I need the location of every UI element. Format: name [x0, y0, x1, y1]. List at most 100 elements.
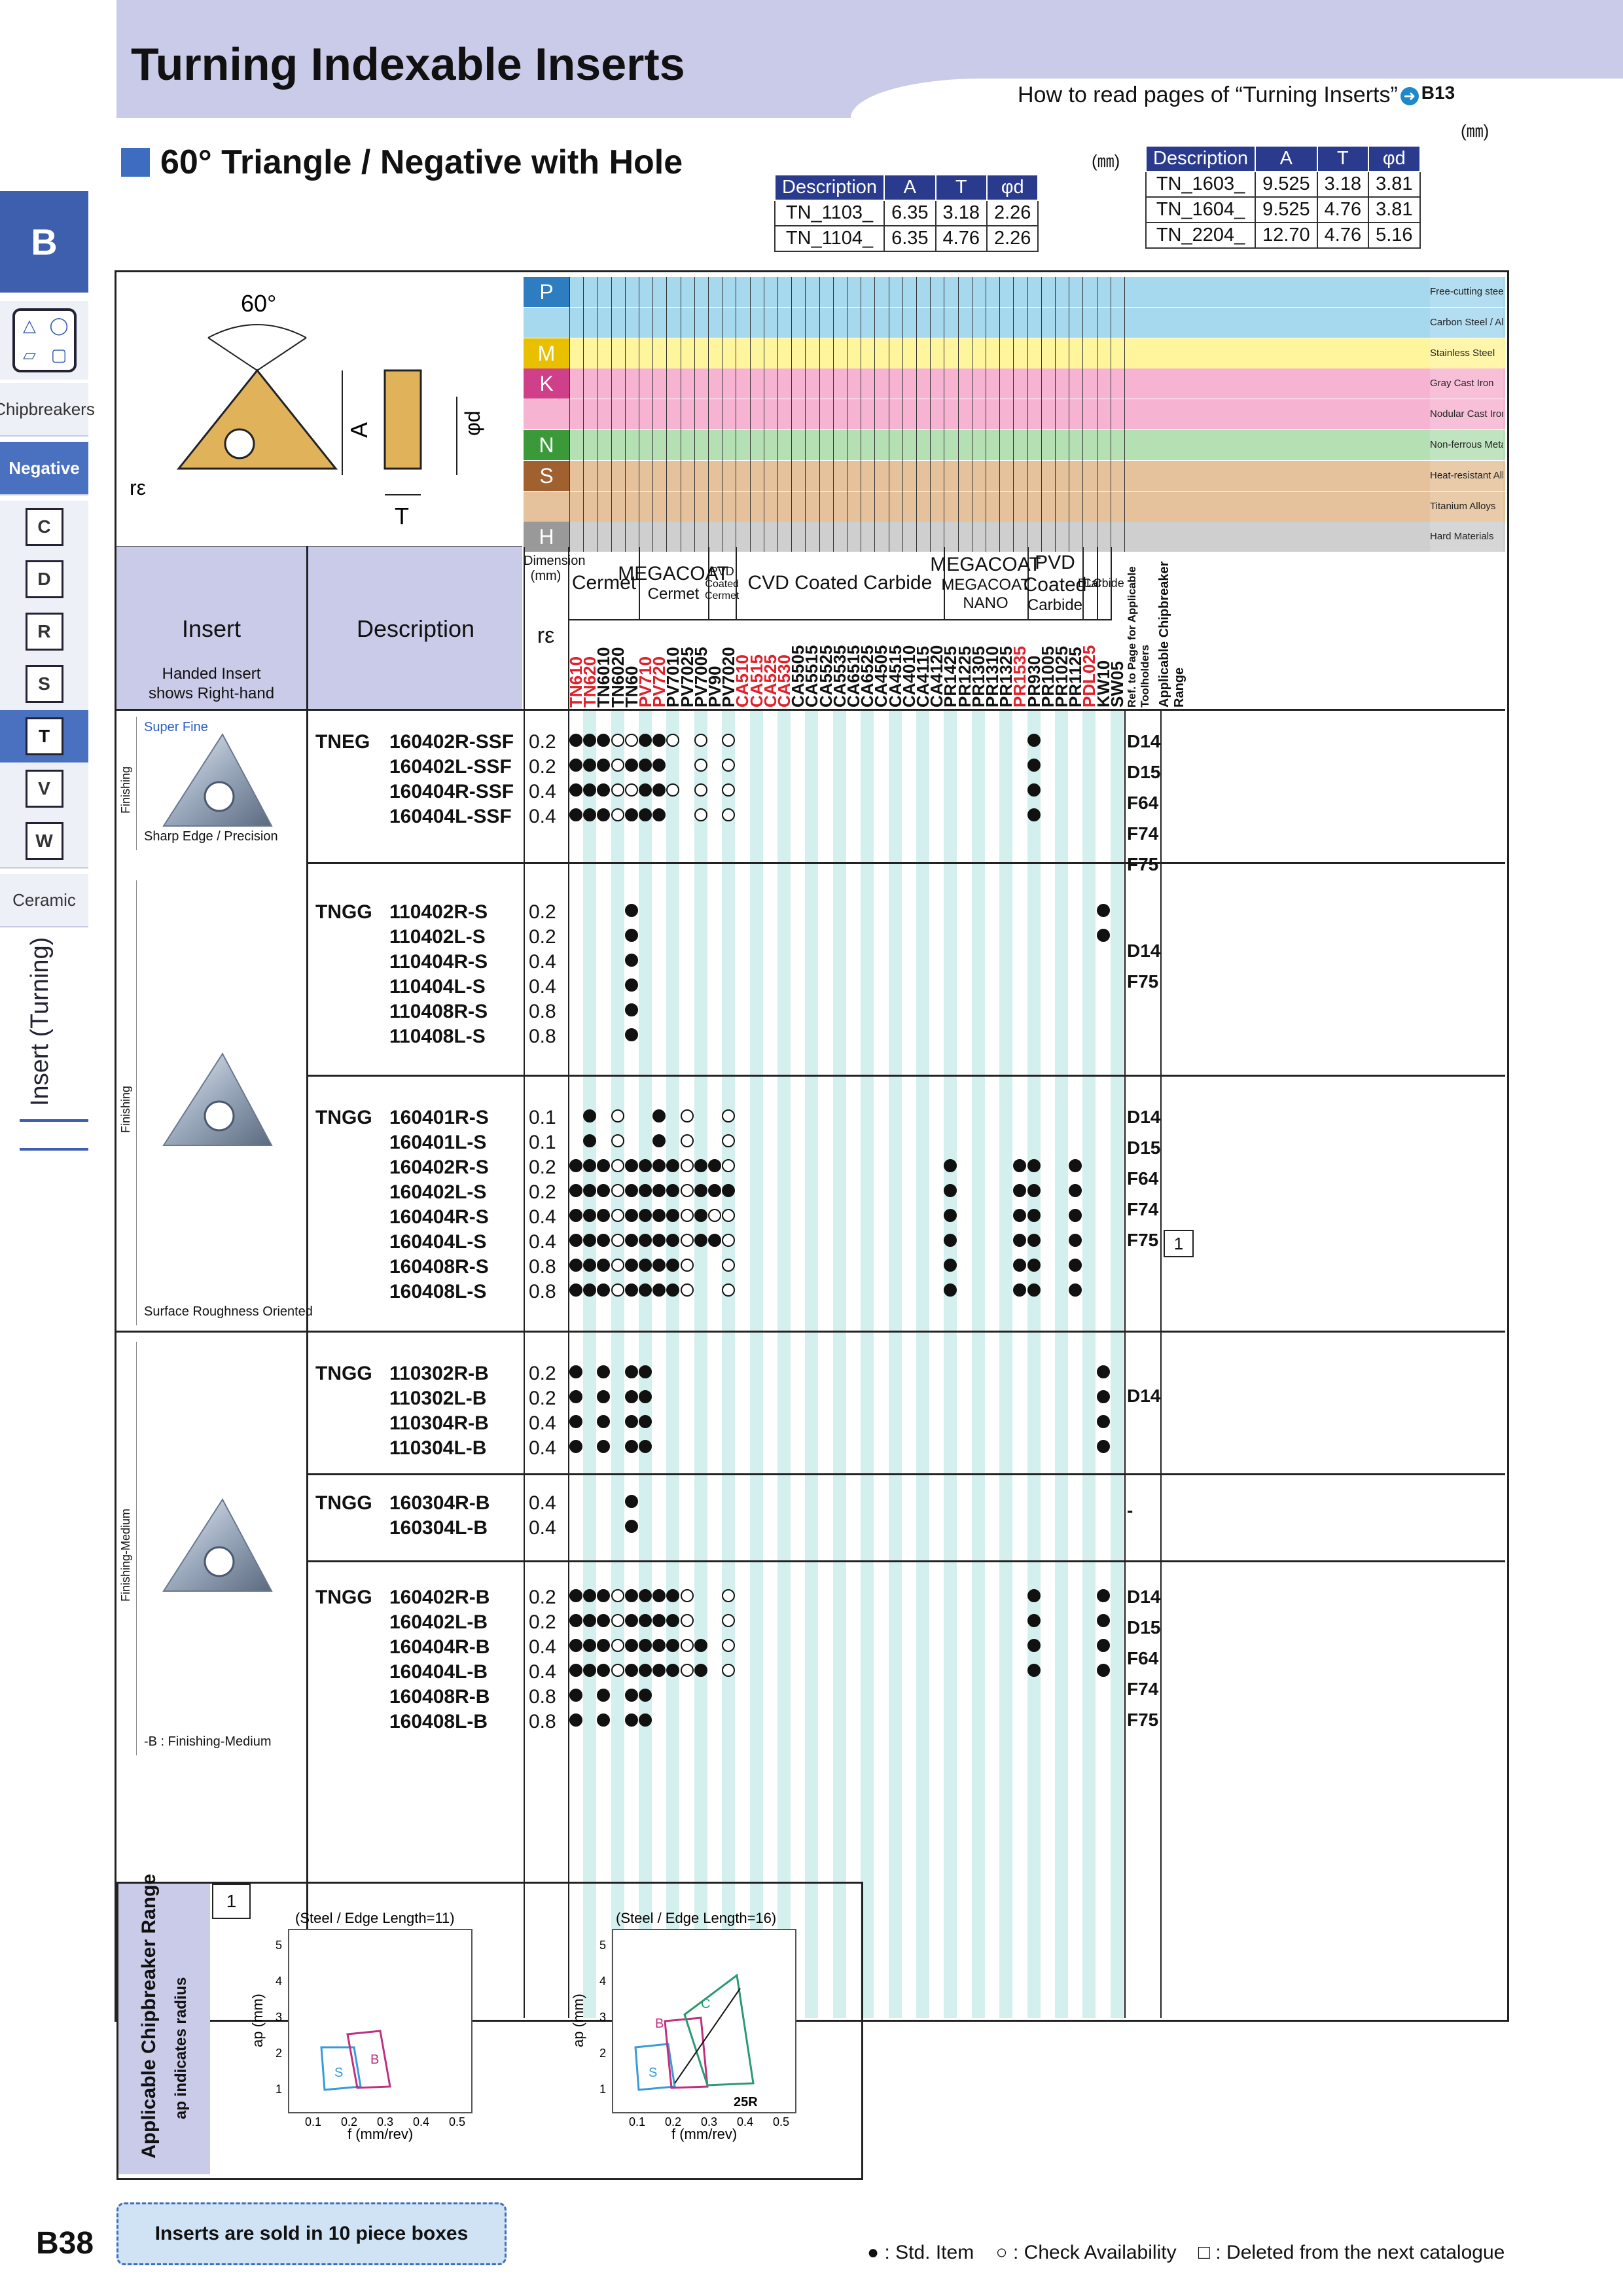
ref-column-line — [1124, 709, 1126, 2018]
sidebar-shape-r[interactable]: R — [0, 605, 88, 659]
angle-label: 60° — [241, 290, 276, 317]
toolholder-ref[interactable]: F74 — [1127, 1199, 1159, 1219]
sidebar-shape-w[interactable]: W — [0, 815, 88, 869]
std-item-dot — [639, 1639, 652, 1652]
toolholder-ref[interactable]: - — [1127, 1500, 1133, 1520]
description-code[interactable]: 160402L-S — [389, 1181, 487, 1203]
sidebar-item-chipbreakers[interactable]: Chipbreakers — [0, 383, 95, 437]
description-code[interactable]: 110404R-S — [389, 951, 488, 973]
grade-column-bg — [1096, 709, 1110, 2018]
chipbreaker-range-ref[interactable]: 1 — [1164, 1230, 1194, 1257]
description-code[interactable]: 110302R-B — [389, 1363, 489, 1384]
check-availability-dot — [611, 1259, 624, 1272]
toolholder-ref[interactable]: D15 — [1127, 1617, 1161, 1638]
description-code[interactable]: 110304L-B — [389, 1437, 487, 1459]
description-code[interactable]: 160404L-SSF — [389, 806, 512, 827]
toolholder-ref[interactable]: F75 — [1127, 971, 1159, 992]
grid-line — [1041, 277, 1042, 552]
sidebar-item-ceramic[interactable]: Ceramic — [0, 874, 88, 927]
description-code[interactable]: 160404R-B — [389, 1636, 490, 1658]
description-code[interactable]: 160408L-B — [389, 1711, 488, 1732]
std-item-dot — [624, 1589, 638, 1602]
sidebar-vertical-label: Insert (Turning) — [26, 937, 54, 1106]
description-code[interactable]: 110304R-B — [389, 1412, 489, 1434]
description-code[interactable]: 110302L-B — [389, 1388, 487, 1409]
description-code[interactable]: 160304L-B — [389, 1517, 488, 1539]
re-value: 0.4 — [529, 1636, 556, 1658]
description-code[interactable]: 160404L-B — [389, 1661, 488, 1683]
std-item-dot — [1096, 1639, 1110, 1652]
toolholder-ref[interactable]: F75 — [1127, 1710, 1159, 1730]
toolholder-ref[interactable]: F75 — [1127, 854, 1159, 874]
description-code[interactable]: 160401L-S — [389, 1132, 487, 1153]
std-item-dot — [666, 1664, 680, 1677]
toolholder-ref[interactable]: F74 — [1127, 823, 1159, 844]
std-item-dot — [652, 1159, 666, 1172]
description-code[interactable]: 160404L-S — [389, 1231, 487, 1253]
description-code[interactable]: 160408R-S — [389, 1256, 489, 1278]
grade-column-bg — [861, 709, 874, 2018]
std-item-dot — [624, 1003, 638, 1016]
std-item-dot — [569, 1614, 582, 1627]
description-code[interactable]: 160408R-B — [389, 1686, 490, 1708]
dim-cell: 9.525 — [1255, 171, 1318, 198]
std-item-dot — [652, 1134, 666, 1147]
description-code[interactable]: 160402L-B — [389, 1611, 488, 1633]
toolholder-ref[interactable]: F75 — [1127, 1230, 1159, 1250]
dim-cell: 5.16 — [1368, 222, 1421, 249]
howto-ref: B13 — [1421, 82, 1455, 103]
description-code[interactable]: 160408L-S — [389, 1281, 487, 1302]
description-code[interactable]: 110402R-S — [389, 901, 488, 923]
toolholder-ref[interactable]: F64 — [1127, 1648, 1159, 1668]
check-availability-icon: ○ — [995, 2242, 1008, 2263]
toolholder-ref[interactable]: D14 — [1127, 941, 1161, 961]
toolholder-ref[interactable]: F74 — [1127, 1679, 1159, 1699]
toolholder-ref[interactable]: D15 — [1127, 762, 1161, 782]
std-item-dot — [624, 929, 638, 942]
toolholder-ref[interactable]: D14 — [1127, 1587, 1161, 1607]
description-code[interactable]: 160404R-SSF — [389, 781, 514, 802]
sidebar-shape-v[interactable]: V — [0, 762, 88, 816]
re-value: 0.2 — [529, 926, 556, 948]
description-code[interactable]: 160402L-SSF — [389, 756, 512, 778]
toolholder-ref[interactable]: D15 — [1127, 1138, 1161, 1158]
toolholder-ref[interactable]: F64 — [1127, 1168, 1159, 1189]
description-code[interactable]: 110402L-S — [389, 926, 486, 948]
sidebar-shape-t[interactable]: T — [0, 710, 88, 764]
insert-photo — [162, 1052, 273, 1146]
toolholder-ref[interactable]: D14 — [1127, 1107, 1161, 1127]
check-availability-dot — [722, 1134, 736, 1147]
description-code[interactable]: 160401R-S — [389, 1107, 489, 1128]
toolholder-ref[interactable]: D14 — [1127, 1386, 1161, 1406]
grade-column-bg — [971, 709, 985, 2018]
x-tick: 0.3 — [377, 2115, 393, 2128]
description-code[interactable]: 160402R-S — [389, 1157, 489, 1178]
std-item-dot — [569, 1365, 582, 1378]
sidebar-item-negative[interactable]: Negative — [0, 442, 88, 495]
description-code[interactable]: 110404L-S — [389, 976, 486, 997]
description-code[interactable]: 160402R-SSF — [389, 731, 514, 753]
group-separator — [116, 1075, 1505, 1077]
description-code[interactable]: 160402R-B — [389, 1587, 490, 1608]
region-b-2 — [664, 2017, 709, 2089]
std-item-dot — [944, 1209, 957, 1222]
toolholder-ref[interactable]: F64 — [1127, 793, 1159, 813]
description-code[interactable]: 160404R-S — [389, 1206, 489, 1228]
sidebar-shape-c[interactable]: C — [0, 501, 88, 554]
grade-group-head: CVD Coated Carbide — [736, 547, 946, 620]
material-name: Gray Cast Iron — [1430, 368, 1503, 399]
description-code[interactable]: 110408R-S — [389, 1001, 488, 1022]
howto-link[interactable]: How to read pages of “Turning Inserts” ➜ B… — [1018, 82, 1455, 108]
sidebar-shape-s[interactable]: S — [0, 658, 88, 711]
toolholder-ref[interactable]: D14 — [1127, 731, 1161, 751]
section-caption: -B : Finishing-Medium — [144, 1734, 272, 1749]
sidebar-shape-d[interactable]: D — [0, 553, 88, 607]
section-tab-b[interactable]: B — [0, 191, 88, 293]
grade-column-bg — [777, 709, 791, 2018]
shape-selector[interactable]: △ ◯ ▱ ▢ — [0, 301, 88, 380]
chipbreaker-range-subtitle: ap indicates radius — [172, 1977, 190, 2119]
description-code[interactable]: 110408L-S — [389, 1026, 486, 1047]
std-item-dot — [583, 1109, 597, 1122]
description-code[interactable]: 160304R-B — [389, 1492, 490, 1514]
check-availability-dot — [722, 1259, 736, 1272]
